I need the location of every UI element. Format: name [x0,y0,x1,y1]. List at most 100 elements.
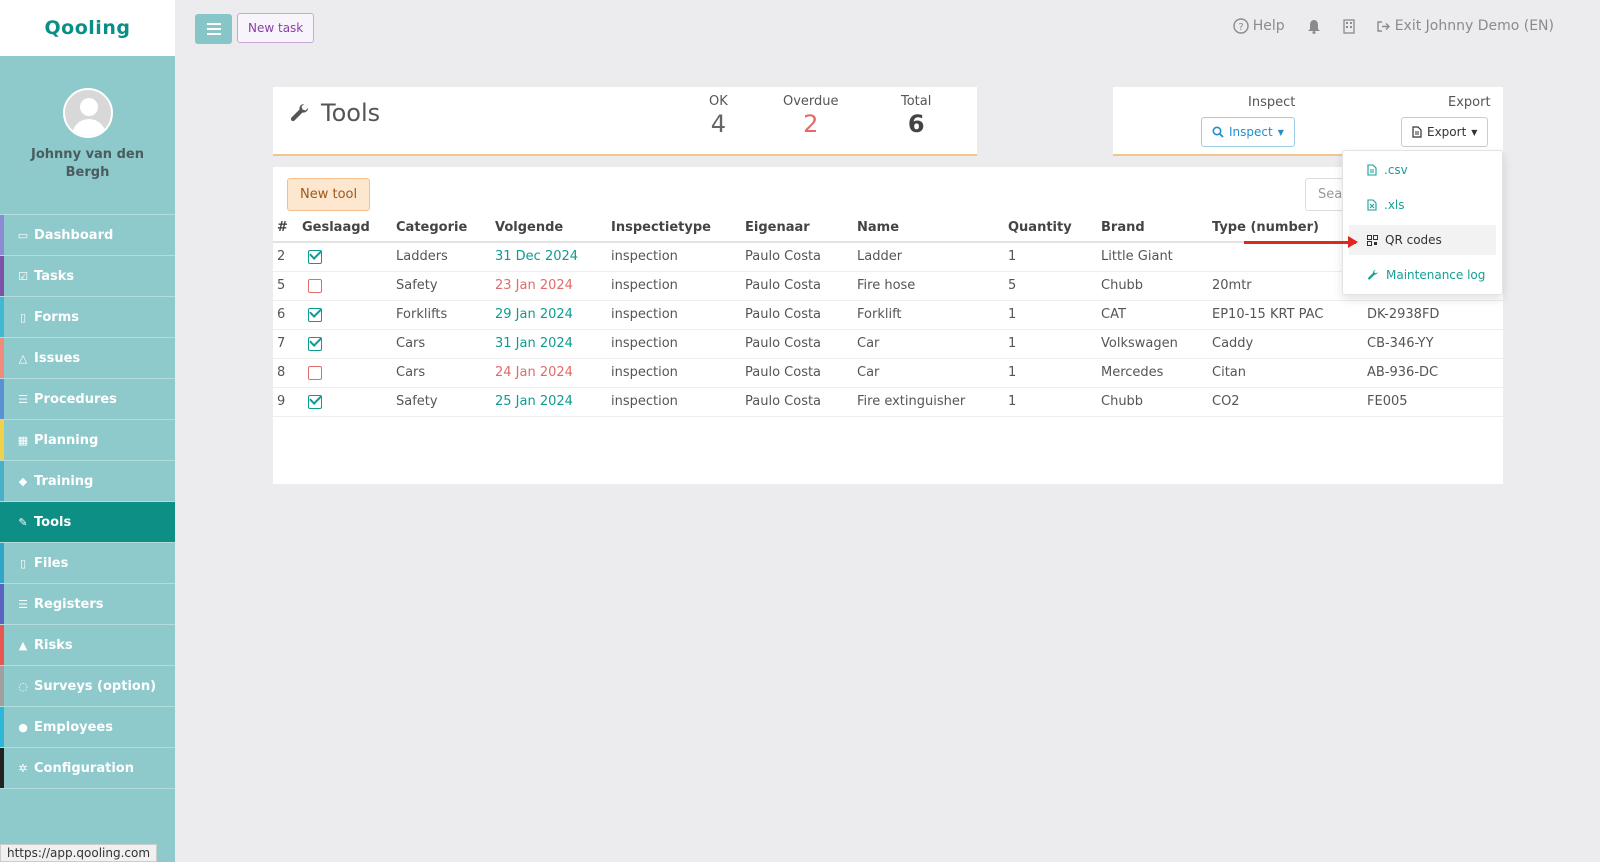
file-icon: ▯ [19,556,27,570]
cell-brand: CAT [1097,300,1208,330]
cell-passed [298,300,392,330]
export-maintenance-log-label: Maintenance log [1386,268,1486,282]
column-header-next[interactable]: Volgende [491,214,607,243]
cell-category: Safety [392,271,491,301]
passed-checked-icon[interactable] [308,336,322,351]
passed-unchecked-icon[interactable] [308,278,322,293]
help-link[interactable]: ? Help [1233,18,1285,34]
sidebar-item-training[interactable]: ◆ Training [0,461,175,502]
sidebar-item-files[interactable]: ▯ Files [0,543,175,584]
table-row[interactable]: 6 Forklifts 29 Jan 2024 inspection Paulo Cos… [273,300,1503,330]
cell-name: Car [853,358,1004,388]
cell-number: 9 [273,387,298,417]
cell-next-date: 24 Jan 2024 [491,358,607,388]
cell-owner: Paulo Costa [741,387,853,417]
column-header-category[interactable]: Categorie [392,214,491,243]
table-row[interactable]: 9 Safety 25 Jan 2024 inspection Paulo Costa F… [273,387,1503,417]
sidebar-item-label: Planning [34,432,99,448]
caret-down-icon: ▼ [1471,127,1478,137]
new-task-button[interactable]: New task [237,13,315,43]
inspect-button[interactable]: Inspect ▼ [1201,117,1295,147]
user-profile[interactable]: Johnny van den Bergh [0,56,175,214]
passed-checked-icon[interactable] [308,249,322,264]
cell-serial: CB-346-YY [1363,329,1503,359]
passed-unchecked-icon[interactable] [308,365,322,380]
logo-area[interactable]: Qooling [0,0,175,56]
cell-owner: Paulo Costa [741,300,853,330]
export-button[interactable]: Export ▼ [1401,117,1489,147]
sidebar-item-dashboard[interactable]: ▭ Dashboard [0,215,175,256]
sidebar-item-label: Registers [34,596,104,612]
sign-out-icon [1376,20,1390,32]
export-csv-item[interactable]: .csv [1349,155,1496,185]
sidebar-item-tasks[interactable]: ☑ Tasks [0,256,175,297]
menu-toggle-button[interactable] [195,14,232,44]
wrench-icon [290,104,308,122]
stat-ok: OK 4 [709,94,728,139]
export-xls-item[interactable]: .xls [1349,190,1496,220]
app-logo[interactable]: Qooling [44,17,131,39]
cell-name: Ladder [853,242,1004,272]
sidebar-item-issues[interactable]: △ Issues [0,338,175,379]
building-button[interactable] [1343,18,1355,34]
cell-brand: Mercedes [1097,358,1208,388]
table-row[interactable]: 8 Cars 24 Jan 2024 inspection Paulo Costa Car… [273,358,1503,388]
column-header-owner[interactable]: Eigenaar [741,214,853,243]
new-tool-button[interactable]: New tool [287,178,371,211]
sidebar-item-label: Forms [34,309,79,325]
inspect-button-label: Inspect [1229,125,1273,139]
table-row[interactable]: 5 Safety 23 Jan 2024 inspection Paulo Costa F… [273,271,1503,301]
sidebar-item-procedures[interactable]: ☰ Procedures [0,379,175,420]
file-icon [1367,164,1377,176]
page-title: Tools [321,99,381,127]
exit-demo-link[interactable]: Exit Johnny Demo (EN) [1376,18,1554,34]
column-header-quantity[interactable]: Quantity [1004,214,1097,243]
cell-brand: Little Giant [1097,242,1208,272]
table-row[interactable]: 2 Ladders 31 Dec 2024 inspection Paulo Costa… [273,242,1503,272]
sidebar-item-configuration[interactable]: ✲ Configuration [0,748,175,789]
stat-ok-value: 4 [710,110,727,138]
export-qr-codes-item[interactable]: QR codes [1349,225,1496,255]
cell-owner: Paulo Costa [741,271,853,301]
check-square-icon: ☑ [18,269,28,283]
table-header-row: # Geslaagd Categorie Volgende Inspectiet… [273,214,1503,243]
cell-category: Safety [392,387,491,417]
sidebar-item-planning[interactable]: ▦ Planning [0,420,175,461]
column-header-inspection-type[interactable]: Inspectietype [607,214,741,243]
sidebar-item-surveys[interactable]: ◌ Surveys (option) [0,666,175,707]
file-icon [1412,126,1422,138]
passed-checked-icon[interactable] [308,394,322,409]
cell-inspection-type: inspection [607,300,741,330]
document-icon: ▯ [19,310,27,324]
users-icon: ● [18,720,28,734]
user-name: Johnny van den Bergh [31,147,144,180]
stat-overdue: Overdue 2 [783,94,839,139]
cell-passed [298,271,392,301]
column-header-type-number[interactable]: Type (number) [1208,214,1363,243]
sidebar-item-label: Dashboard [34,227,114,243]
stat-overdue-value: 2 [803,110,819,138]
sidebar-item-employees[interactable]: ● Employees [0,707,175,748]
sidebar-item-risks[interactable]: ▲ Risks [0,625,175,666]
passed-checked-icon[interactable] [308,307,322,322]
column-header-passed[interactable]: Geslaagd [298,214,392,243]
cell-serial: DK-2938FD [1363,300,1503,330]
notifications-button[interactable] [1307,19,1321,34]
avatar[interactable] [62,88,113,138]
sidebar-item-registers[interactable]: ☰ Registers [0,584,175,625]
table-row[interactable]: 7 Cars 31 Jan 2024 inspection Paulo Costa Car… [273,329,1503,359]
inspect-label: Inspect [1248,95,1296,110]
column-header-brand[interactable]: Brand [1097,214,1208,243]
help-icon: ? [1233,18,1249,34]
sidebar: Johnny van den Bergh ▭ Dashboard ☑ Tasks ▯… [0,56,175,862]
sidebar-item-tools[interactable]: ✎ Tools [0,502,175,543]
column-header-number[interactable]: # [273,214,298,243]
cell-category: Ladders [392,242,491,272]
cell-next-date: 31 Dec 2024 [491,242,607,272]
export-maintenance-log-item[interactable]: Maintenance log [1349,260,1496,290]
cell-passed [298,387,392,417]
wrench-icon: ✎ [18,515,28,529]
sidebar-item-forms[interactable]: ▯ Forms [0,297,175,338]
column-header-name[interactable]: Name [853,214,1004,243]
sidebar-item-label: Tools [34,514,72,530]
